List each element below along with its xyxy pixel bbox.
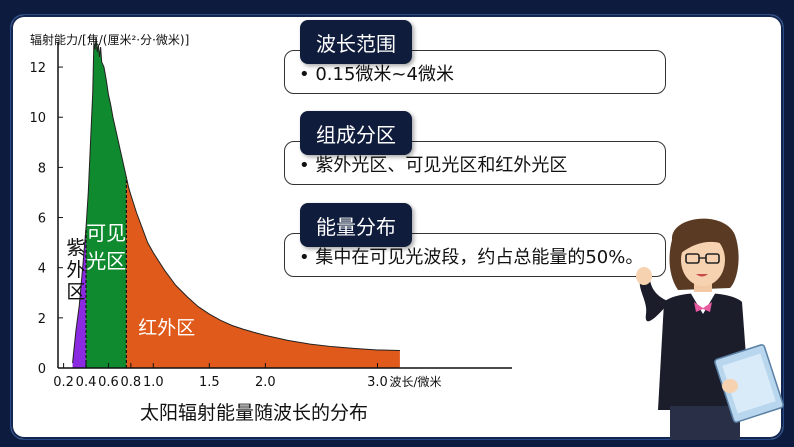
y-tick-label: 8 (38, 161, 46, 176)
region-2 (126, 177, 400, 368)
tag-wavelength: 波长范围 (300, 20, 412, 64)
x-tick-label: 2.0 (255, 375, 276, 390)
info-text-composition: • 紫外光区、可见光区和红外光区 (299, 155, 568, 176)
region-label-visible: 可见 (86, 221, 126, 245)
region-label-uv: 紫 (66, 237, 85, 259)
region-label-uv: 区 (66, 281, 85, 303)
x-tick-label: 3.0 (367, 375, 388, 390)
spectrum-line (72, 36, 400, 364)
y-tick-label: 0 (38, 362, 46, 377)
info-text-wavelength: • 0.15微米~4微米 (299, 64, 454, 85)
x-tick-label: 0.4 (76, 375, 97, 390)
y-tick-label: 4 (38, 262, 46, 277)
region-1 (86, 36, 127, 368)
tag-energy: 能量分布 (300, 203, 412, 247)
y-tick-label: 6 (38, 212, 46, 227)
x-tick-label: 1.0 (143, 375, 164, 390)
y-axis-label: 辐射能力/[焦/(厘米²·分·微米)] (30, 32, 189, 47)
teacher-illustration (636, 218, 784, 440)
x-tick-label: 0.2 (53, 375, 74, 390)
info-text-energy: • 集中在可见光波段，约占总能量的50%。 (299, 247, 644, 268)
region-label-ir: 红外区 (138, 317, 195, 339)
y-tick-label: 12 (29, 61, 46, 76)
region-label-visible: 光区 (86, 249, 126, 273)
x-tick-label: 0.6 (98, 375, 119, 390)
x-axis-label: 波长/微米 (389, 375, 441, 389)
region-label-uv: 外 (66, 259, 85, 281)
y-tick-label: 2 (38, 312, 46, 327)
x-tick-label: 0.8 (121, 375, 142, 390)
tag-composition: 组成分区 (300, 111, 412, 155)
chart-caption: 太阳辐射能量随波长的分布 (140, 402, 369, 424)
y-tick-label: 10 (29, 111, 46, 126)
x-tick-label: 1.5 (199, 375, 220, 390)
